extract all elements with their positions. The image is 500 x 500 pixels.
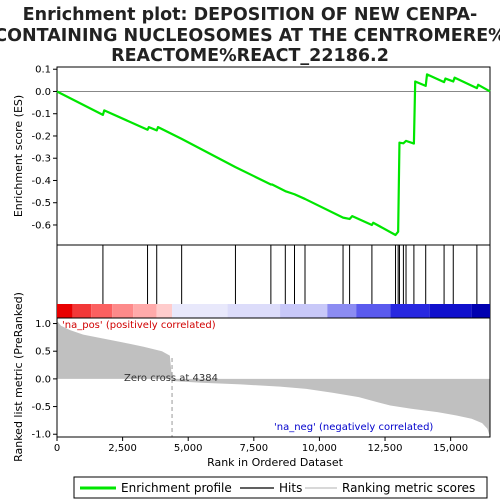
es-y-tick-label: -0.2 [31, 131, 51, 142]
x-tick-label: 10,000 [302, 443, 337, 454]
colorbar-segment [91, 304, 113, 318]
colorbar-segment [390, 304, 430, 318]
es-y-tick-label: 0.0 [35, 87, 51, 98]
colorbar-segment [356, 304, 391, 318]
chart-title-line-2: CONTAINING NUCLEOSOMES AT THE CENTROMERE… [0, 26, 500, 46]
colorbar-segment [156, 304, 173, 318]
rank-colorbar [57, 304, 490, 318]
x-axis-ticks: 0 2,500 5,000 7,500 10,000 12,500 15,000 [54, 437, 468, 454]
colorbar-segment [72, 304, 92, 318]
enrichment-profile-line [56, 73, 491, 237]
colorbar-segment [227, 304, 281, 318]
colorbar-segment [471, 304, 490, 318]
metric-y-axis-label: Ranked list metric (PreRanked) [12, 292, 25, 462]
colorbar-segment [429, 304, 472, 318]
legend-box [73, 476, 488, 499]
chart-title-line-3: REACTOME%REACT_22186.2 [111, 46, 389, 66]
metric-y-tick-label: 0.5 [35, 347, 51, 358]
ranking-metric-fill [57, 320, 490, 437]
es-y-tick-label: -0.5 [31, 198, 51, 209]
es-y-tick-label: 0.1 [35, 65, 51, 76]
colorbar-segment [327, 304, 357, 318]
colorbar-segment [280, 304, 328, 318]
metric-y-ticks: 1.0 0.5 0.0 -0.5 -1.0 [31, 319, 57, 441]
x-tick-label: 15,000 [433, 443, 468, 454]
colorbar-segment [133, 304, 157, 318]
negative-correlation-label: 'na_neg' (negatively correlated) [274, 422, 433, 433]
es-y-tick-label: -0.6 [31, 220, 51, 231]
colorbar-segment [112, 304, 134, 318]
legend: Enrichment profile Hits Ranking metric s… [73, 476, 488, 499]
ranked-metric-panel-frame [56, 317, 491, 438]
x-tick-label: 0 [54, 443, 60, 454]
chart-title-line-1: Enrichment plot: DEPOSITION OF NEW CENPA… [23, 5, 478, 25]
colorbar-segment [172, 304, 228, 318]
es-y-tick-label: -0.3 [31, 154, 51, 165]
metric-y-tick-label: 1.0 [35, 319, 51, 330]
x-axis-label: Rank in Ordered Dataset [207, 456, 344, 469]
es-panel-frame [56, 66, 491, 246]
ranked-metric-panel: 1.0 0.5 0.0 -0.5 -1.0 'na_pos' (positively c… [31, 317, 491, 441]
es-y-tick-label: -0.4 [31, 176, 51, 187]
metric-y-tick-label: 0.0 [35, 374, 51, 385]
es-y-ticks: 0.1 0.0 -0.1 -0.2 -0.3 -0.4 -0.5 -0.6 [31, 65, 57, 231]
legend-enrichment-label: Enrichment profile [121, 481, 232, 495]
legend-hits-label: Hits [279, 481, 302, 495]
x-tick-label: 5,000 [174, 443, 203, 454]
legend-ranking-label: Ranking metric scores [342, 481, 475, 495]
x-tick-label: 2,500 [108, 443, 137, 454]
es-y-tick-label: -0.1 [31, 109, 51, 120]
hits-panel [56, 244, 491, 319]
x-tick-label: 12,500 [368, 443, 403, 454]
hit-lines [102, 245, 478, 304]
x-tick-label: 7,500 [239, 443, 268, 454]
colorbar-segment [57, 304, 73, 318]
es-panel: 0.1 0.0 -0.1 -0.2 -0.3 -0.4 -0.5 -0.6 [31, 65, 491, 246]
metric-y-tick-label: -0.5 [31, 402, 51, 413]
zero-cross-label: Zero cross at 4384 [124, 373, 218, 384]
positive-correlation-label: 'na_pos' (positively correlated) [62, 320, 216, 331]
es-y-axis-label: Enrichment score (ES) [12, 95, 25, 217]
metric-y-tick-label: -1.0 [31, 430, 51, 441]
